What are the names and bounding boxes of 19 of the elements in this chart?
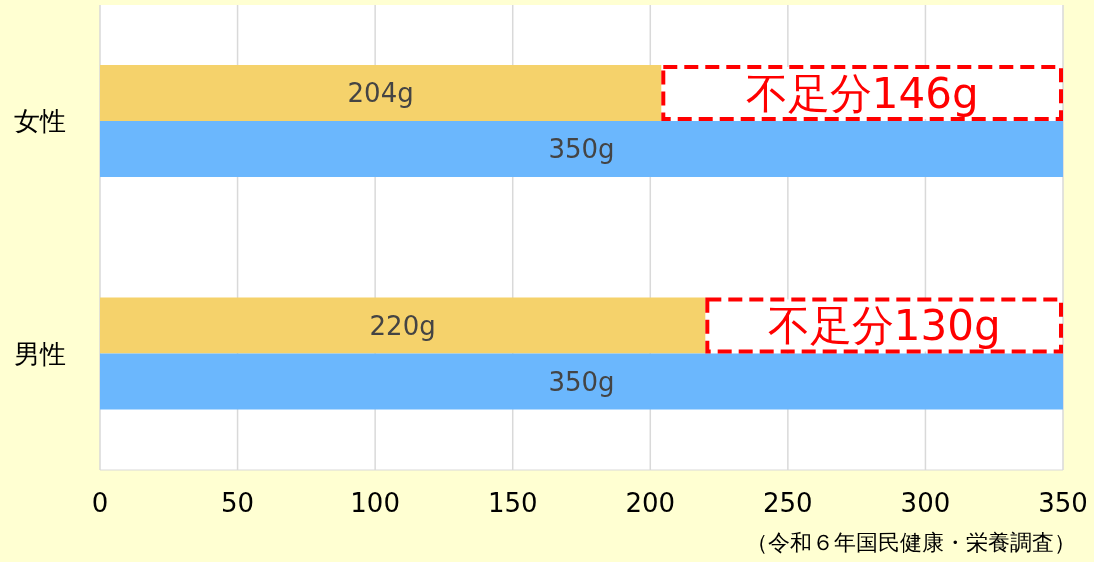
y-tick-label: 男性 [14, 338, 66, 369]
text: （令和６年国民健康・栄養調査） [746, 529, 1076, 557]
data-label: 350g [548, 134, 615, 164]
x-tick-label: 250 [763, 488, 813, 519]
x-tick-label: 200 [625, 488, 676, 519]
x-tick-label: 300 [900, 488, 951, 519]
y-tick-label: 女性 [14, 106, 66, 137]
annotation: 不足分146g [745, 68, 979, 118]
x-tick-label: 350 [1038, 488, 1088, 519]
bar [100, 353, 1063, 410]
x-tick-label: 150 [487, 488, 538, 519]
data-label: 220g [369, 310, 436, 341]
x-tick-label: 100 [350, 488, 400, 519]
x-tick-label: 0 [91, 488, 109, 519]
data-label: 204g [347, 78, 414, 108]
x-tick-label: 50 [221, 488, 255, 519]
annotation: 不足分130g [767, 301, 1001, 350]
data-label: 350g [548, 366, 615, 397]
bar [100, 121, 1063, 177]
